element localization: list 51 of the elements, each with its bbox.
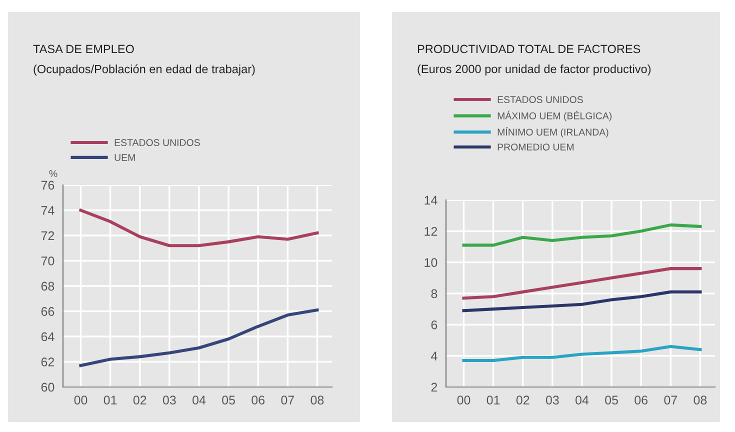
x-tick-label: 05 xyxy=(222,396,235,405)
x-tick-label: 01 xyxy=(486,396,500,405)
x-tick-label: 03 xyxy=(546,396,559,405)
legend-label: ESTADOS UNIDOS xyxy=(114,139,200,146)
line-series xyxy=(462,344,702,362)
y-tick-label: 2 xyxy=(431,382,438,392)
x-tick-label: 06 xyxy=(252,396,264,405)
y-tick-label: 68 xyxy=(41,282,54,291)
y-axis-title: % xyxy=(49,170,58,177)
line-series xyxy=(462,290,702,312)
legend-label: PROMEDIO UEM xyxy=(498,144,574,150)
y-tick-label: 62 xyxy=(41,358,54,366)
x-tick-label: 07 xyxy=(281,396,294,405)
legend-label: MÍNIMO UEM (IRLANDA) xyxy=(498,127,608,138)
x-tick-label: 07 xyxy=(664,396,677,405)
x-tick-label: 02 xyxy=(133,396,146,405)
y-tick-label: 60 xyxy=(41,382,54,392)
x-tick-label: 00 xyxy=(74,396,88,405)
y-tick-label: 72 xyxy=(41,231,54,240)
x-tick-label: 04 xyxy=(576,396,589,405)
x-tick-label: 05 xyxy=(605,396,618,405)
x-tick-label: 08 xyxy=(694,396,707,405)
legend-label: MÁXIMO UEM (BÉLGICA) xyxy=(498,110,612,122)
y-tick-label: 10 xyxy=(424,258,438,267)
x-tick-label: 01 xyxy=(104,396,117,405)
line-series xyxy=(79,308,319,368)
y-tick-label: 8 xyxy=(431,289,438,298)
line-series xyxy=(462,267,702,300)
x-tick-label: 06 xyxy=(634,396,648,405)
y-tick-label: 64 xyxy=(41,332,54,342)
y-tick-label: 76 xyxy=(41,180,54,190)
y-tick-label: 12 xyxy=(424,226,438,236)
chart-subtitle: (Ocupados/Población en edad de trabajar) xyxy=(34,64,255,76)
x-tick-label: 02 xyxy=(516,396,530,405)
x-tick-label: 04 xyxy=(192,396,206,405)
y-tick-label: 70 xyxy=(41,256,54,266)
chart-title: TASA DE EMPLEO xyxy=(33,44,134,54)
y-tick-label: 66 xyxy=(41,307,54,316)
y-tick-label: 74 xyxy=(41,206,54,215)
y-tick-label: 6 xyxy=(431,320,438,330)
y-tick-label: 4 xyxy=(431,352,438,360)
legend-label: UEM xyxy=(114,154,135,161)
legend-label: ESTADOS UNIDOS xyxy=(498,96,583,104)
y-tick-label: 14 xyxy=(424,196,438,205)
x-tick-label: 00 xyxy=(457,396,470,405)
x-tick-label: 08 xyxy=(310,396,324,405)
chart-subtitle: (Euros 2000 por unidad de factor productivo) xyxy=(418,64,651,76)
x-tick-label: 03 xyxy=(162,396,176,405)
chart-title: PRODUCTIVIDAD TOTAL DE FACTORES xyxy=(418,44,640,54)
line-series xyxy=(462,223,702,247)
line-series xyxy=(79,208,319,248)
